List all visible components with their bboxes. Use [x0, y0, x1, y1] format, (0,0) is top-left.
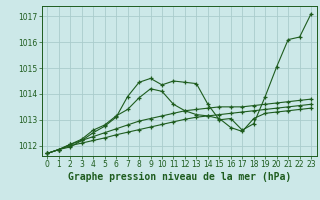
X-axis label: Graphe pression niveau de la mer (hPa): Graphe pression niveau de la mer (hPa)	[68, 172, 291, 182]
